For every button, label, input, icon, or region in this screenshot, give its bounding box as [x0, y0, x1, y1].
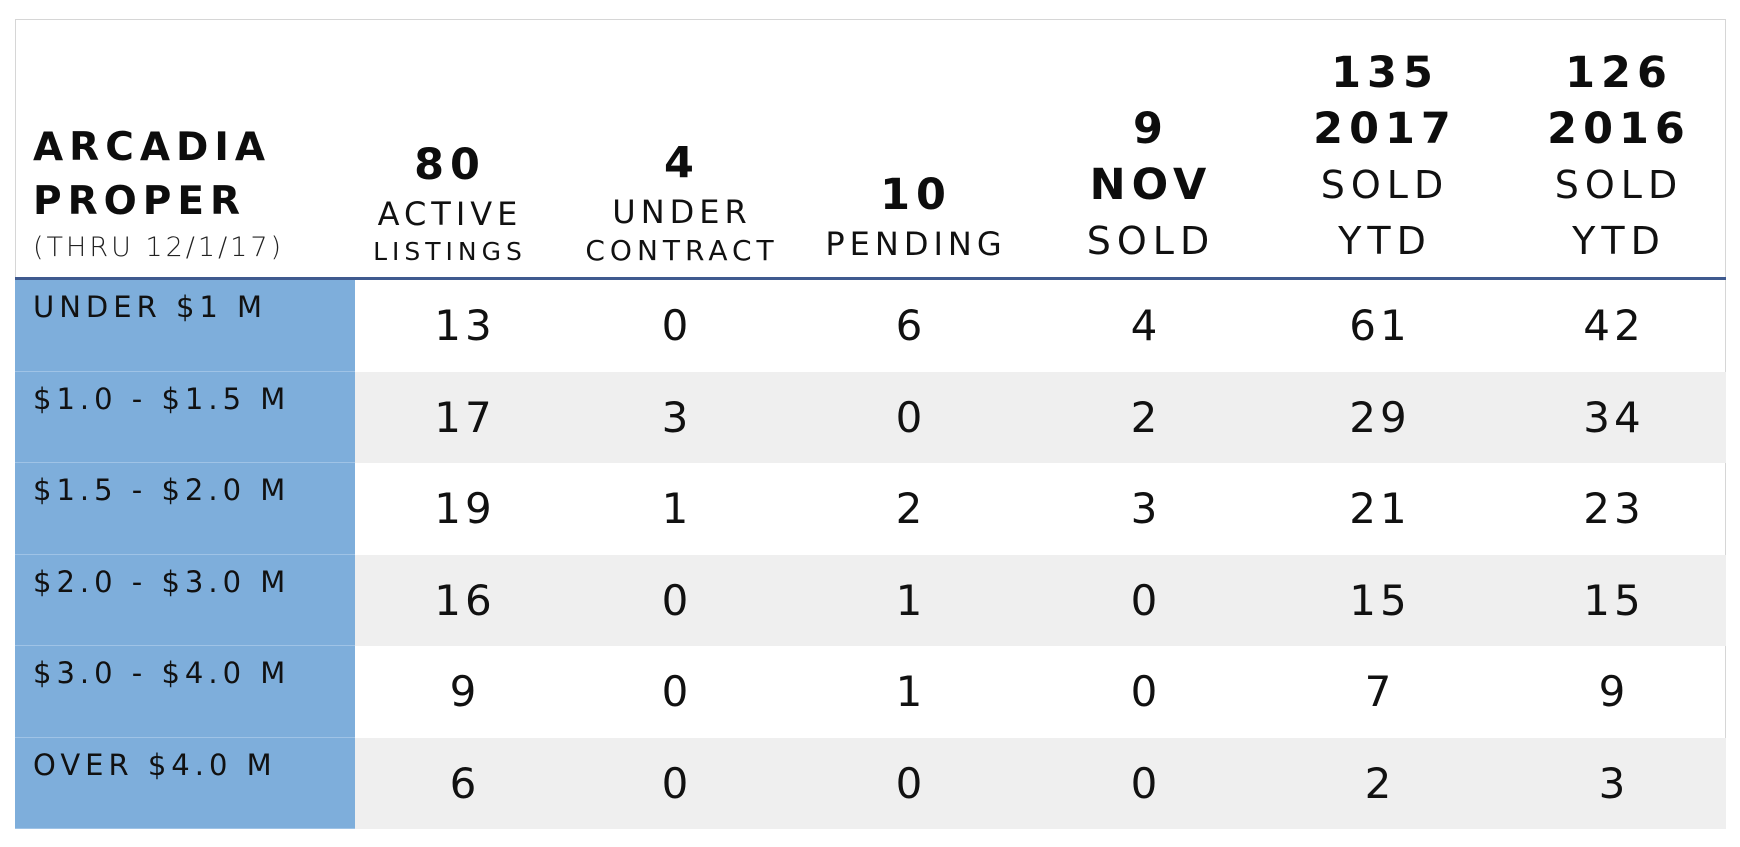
col-header-label: SOLD — [1320, 163, 1450, 207]
cell-under-contract: 1 — [661, 484, 693, 534]
table-row: $2.0 - $3.0 M 16 0 1 0 15 15 — [15, 554, 1726, 646]
cell-2017-sold-ytd: 21 — [1349, 484, 1411, 534]
col-header-label: ACTIVE — [377, 195, 523, 233]
row-label-price-range: OVER $4.0 M — [15, 737, 355, 829]
col-header-number: 135 — [1331, 48, 1439, 98]
col-header-2016-sold-ytd: 126 2016 SOLD YTD — [1504, 19, 1734, 281]
col-header-label: YTD — [1572, 219, 1666, 263]
col-header-pending: 10 PENDING — [801, 19, 1031, 281]
table-row: $1.0 - $1.5 M 17 3 0 2 29 34 — [15, 371, 1726, 463]
col-header-label: CONTRACT — [585, 234, 779, 267]
col-header-number: 10 — [880, 170, 952, 220]
col-header-under-contract: 4 UNDER CONTRACT — [567, 19, 797, 281]
cell-pending: 1 — [895, 667, 927, 717]
col-header-label: SOLD — [1554, 163, 1684, 207]
cell-under-contract: 0 — [661, 575, 693, 625]
col-header-label: PENDING — [825, 225, 1007, 263]
table-body: UNDER $1 M 13 0 6 4 61 42 $1.0 - $1.5 M … — [15, 280, 1726, 829]
col-header-label: YTD — [1338, 219, 1432, 263]
cell-2017-sold-ytd: 15 — [1349, 575, 1411, 625]
cell-active-listings: 19 — [434, 484, 496, 534]
col-header-year: 2016 — [1547, 104, 1691, 154]
table-title: ARCADIA PROPER (THRU 12/1/17) — [33, 121, 353, 267]
cell-2017-sold-ytd: 61 — [1349, 301, 1411, 351]
header-divider — [15, 277, 1726, 280]
row-label-price-range: $1.5 - $2.0 M — [15, 463, 355, 555]
col-header-number: 9 — [1133, 104, 1169, 154]
table-header: ARCADIA PROPER (THRU 12/1/17) 80 ACTIVE … — [15, 19, 1726, 279]
cell-2017-sold-ytd: 2 — [1364, 758, 1396, 808]
row-label-price-range: $1.0 - $1.5 M — [15, 371, 355, 463]
cell-2016-sold-ytd: 15 — [1583, 575, 1645, 625]
row-label-price-range: $3.0 - $4.0 M — [15, 646, 355, 738]
col-header-active-listings: 80 ACTIVE LISTINGS — [335, 19, 565, 281]
cell-under-contract: 0 — [661, 667, 693, 717]
cell-2016-sold-ytd: 3 — [1598, 758, 1630, 808]
cell-under-contract: 3 — [661, 392, 693, 442]
col-header-number: 4 — [664, 138, 700, 188]
cell-nov-sold: 0 — [1130, 575, 1162, 625]
cell-active-listings: 16 — [434, 575, 496, 625]
cell-under-contract: 0 — [661, 301, 693, 351]
cell-2016-sold-ytd: 23 — [1583, 484, 1645, 534]
col-header-label: UNDER — [612, 193, 752, 231]
col-header-number: 80 — [414, 140, 486, 190]
cell-active-listings: 17 — [434, 392, 496, 442]
cell-pending: 1 — [895, 575, 927, 625]
col-header-label: SOLD — [1086, 219, 1216, 263]
cell-nov-sold: 0 — [1130, 758, 1162, 808]
cell-under-contract: 0 — [661, 758, 693, 808]
table-row: $3.0 - $4.0 M 9 0 1 0 7 9 — [15, 646, 1726, 738]
table-row: OVER $4.0 M 6 0 0 0 2 3 — [15, 737, 1726, 829]
cell-active-listings: 6 — [449, 758, 481, 808]
cell-2017-sold-ytd: 7 — [1364, 667, 1396, 717]
col-header-label: NOV — [1089, 160, 1213, 210]
cell-2016-sold-ytd: 42 — [1583, 301, 1645, 351]
col-header-2017-sold-ytd: 135 2017 SOLD YTD — [1270, 19, 1500, 281]
cell-2016-sold-ytd: 34 — [1583, 392, 1645, 442]
cell-nov-sold: 2 — [1130, 392, 1162, 442]
col-header-year: 2017 — [1313, 104, 1457, 154]
title-line-1: ARCADIA — [33, 125, 272, 170]
cell-active-listings: 13 — [434, 301, 496, 351]
cell-nov-sold: 4 — [1130, 301, 1162, 351]
cell-2016-sold-ytd: 9 — [1598, 667, 1630, 717]
cell-pending: 0 — [895, 758, 927, 808]
table-row: UNDER $1 M 13 0 6 4 61 42 — [15, 280, 1726, 372]
title-date-range: (THRU 12/1/17) — [33, 232, 285, 263]
col-header-nov-sold: 9 NOV SOLD — [1036, 19, 1266, 281]
cell-nov-sold: 0 — [1130, 667, 1162, 717]
col-header-number: 126 — [1565, 48, 1673, 98]
cell-active-listings: 9 — [449, 667, 481, 717]
row-label-price-range: UNDER $1 M — [15, 280, 355, 372]
cell-pending: 6 — [895, 301, 927, 351]
cell-pending: 0 — [895, 392, 927, 442]
table-row: $1.5 - $2.0 M 19 1 2 3 21 23 — [15, 463, 1726, 555]
title-line-2: PROPER — [33, 179, 247, 224]
row-label-price-range: $2.0 - $3.0 M — [15, 554, 355, 646]
cell-pending: 2 — [895, 484, 927, 534]
col-header-label: LISTINGS — [373, 237, 527, 266]
cell-nov-sold: 3 — [1130, 484, 1162, 534]
cell-2017-sold-ytd: 29 — [1349, 392, 1411, 442]
